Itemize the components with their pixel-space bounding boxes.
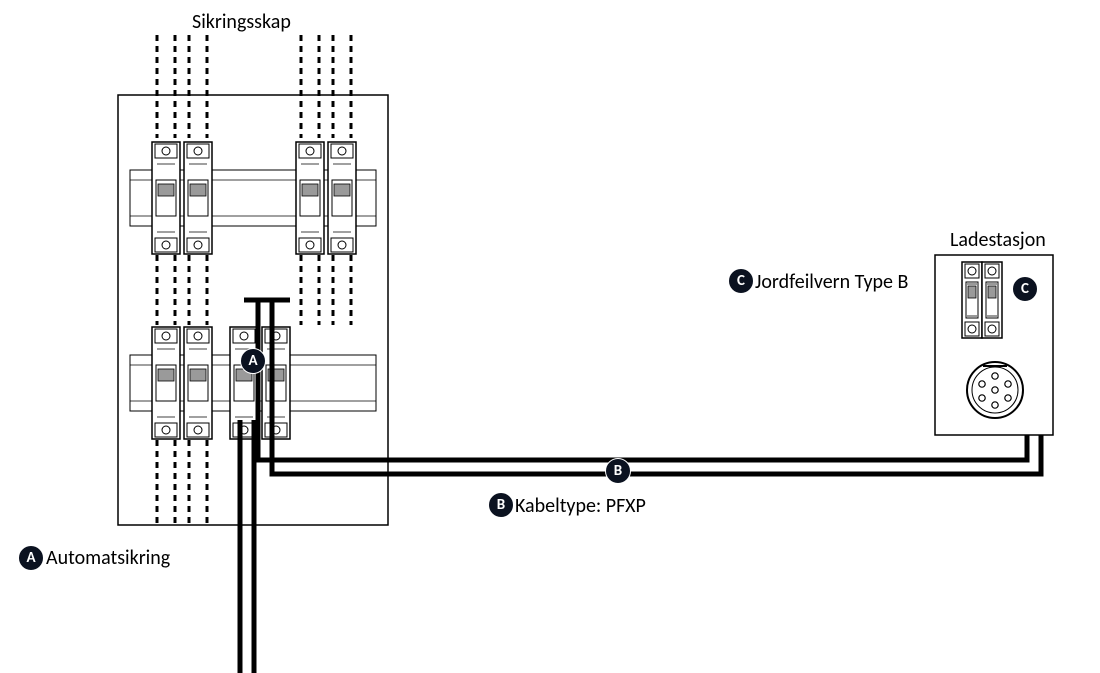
station-title: Ladestasjon: [950, 228, 1046, 252]
badge-b-legend: B: [488, 492, 514, 518]
badge-c-legend: C: [728, 268, 754, 294]
badge-c-inside: C: [1012, 276, 1038, 302]
fusebox-title: Sikringsskap: [192, 10, 291, 34]
label-c-text: Jordfeilvern Type B: [755, 270, 908, 294]
badge-b-oncable: B: [605, 458, 631, 484]
label-b-text: Kabeltype: PFXP: [515, 494, 646, 518]
badge-a-inside: A: [240, 348, 266, 374]
label-a-text: Automatsikring: [46, 546, 170, 570]
electrical-diagram: [0, 0, 1100, 673]
badge-a-legend: A: [18, 545, 44, 571]
